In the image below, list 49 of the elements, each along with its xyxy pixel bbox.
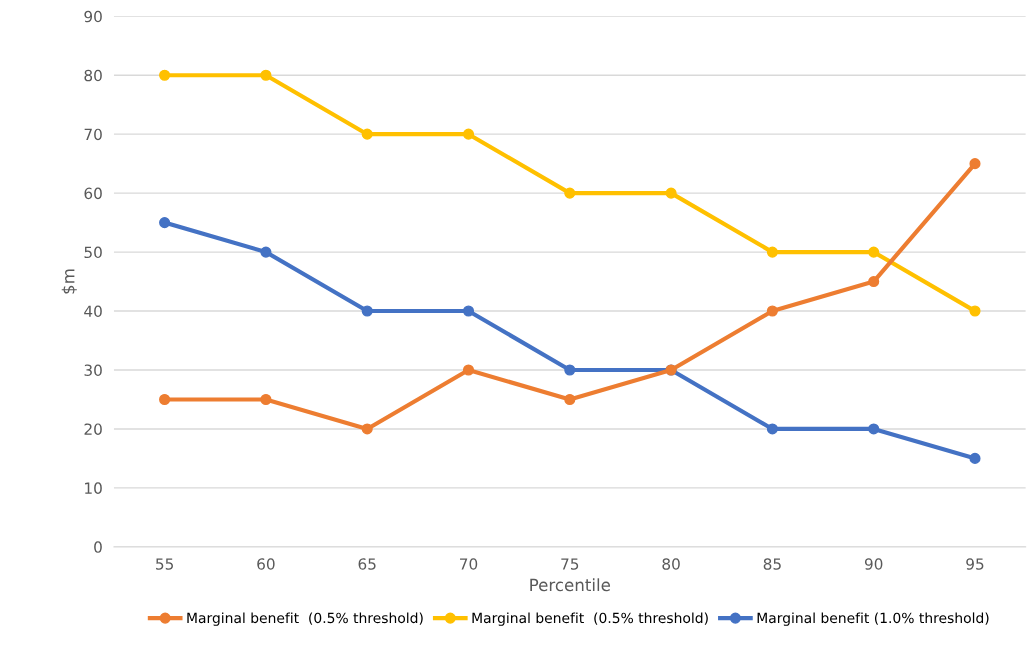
point <box>260 69 272 81</box>
x-tick-label: 55 <box>156 558 173 570</box>
legend-label: Marginal benefit (0.5% threshold) <box>472 612 708 626</box>
point <box>159 69 171 81</box>
point <box>766 305 778 317</box>
x-tick-label: 95 <box>966 558 984 570</box>
point <box>969 305 981 317</box>
point <box>969 158 981 170</box>
y-tick-label: 30 <box>84 364 102 377</box>
point <box>766 423 778 435</box>
point <box>361 128 373 140</box>
y-tick-label: 60 <box>84 187 102 200</box>
point <box>969 452 981 464</box>
point <box>260 393 272 406</box>
y-tick-label: 70 <box>84 128 102 141</box>
point <box>564 364 576 376</box>
point <box>462 364 475 376</box>
point <box>564 393 576 406</box>
y-tick-label: 40 <box>84 305 102 318</box>
x-tick-label: 60 <box>257 558 275 570</box>
point <box>462 128 475 140</box>
y-tick-label: 90 <box>84 10 102 23</box>
x-tick-label: 75 <box>561 558 579 570</box>
point <box>260 246 272 258</box>
legend-label: Marginal benefit (0.5% threshold) <box>187 612 423 626</box>
point <box>462 305 475 317</box>
x-tick-label: 65 <box>358 558 376 570</box>
x-axis-title: Percentile <box>530 578 611 592</box>
y-tick-label: 10 <box>85 482 102 494</box>
y-axis-title: $m <box>61 269 77 294</box>
point <box>766 246 778 258</box>
point <box>564 187 576 199</box>
point <box>361 305 373 317</box>
legend-label: Marginal benefit (1.0% threshold) <box>757 612 989 626</box>
point <box>868 246 880 258</box>
point <box>868 276 880 288</box>
y-tick-label: 0 <box>94 541 102 553</box>
point <box>159 217 171 229</box>
y-tick-label: 80 <box>84 69 102 82</box>
x-tick-label: 80 <box>662 558 680 570</box>
x-tick-label: 70 <box>460 558 478 570</box>
point <box>361 423 373 435</box>
point <box>868 423 880 435</box>
point <box>159 393 171 406</box>
point <box>665 187 677 199</box>
y-tick-label: 20 <box>84 423 102 435</box>
x-tick-label: 90 <box>864 558 883 570</box>
x-tick-label: 85 <box>763 558 781 570</box>
y-tick-label: 50 <box>84 246 102 259</box>
